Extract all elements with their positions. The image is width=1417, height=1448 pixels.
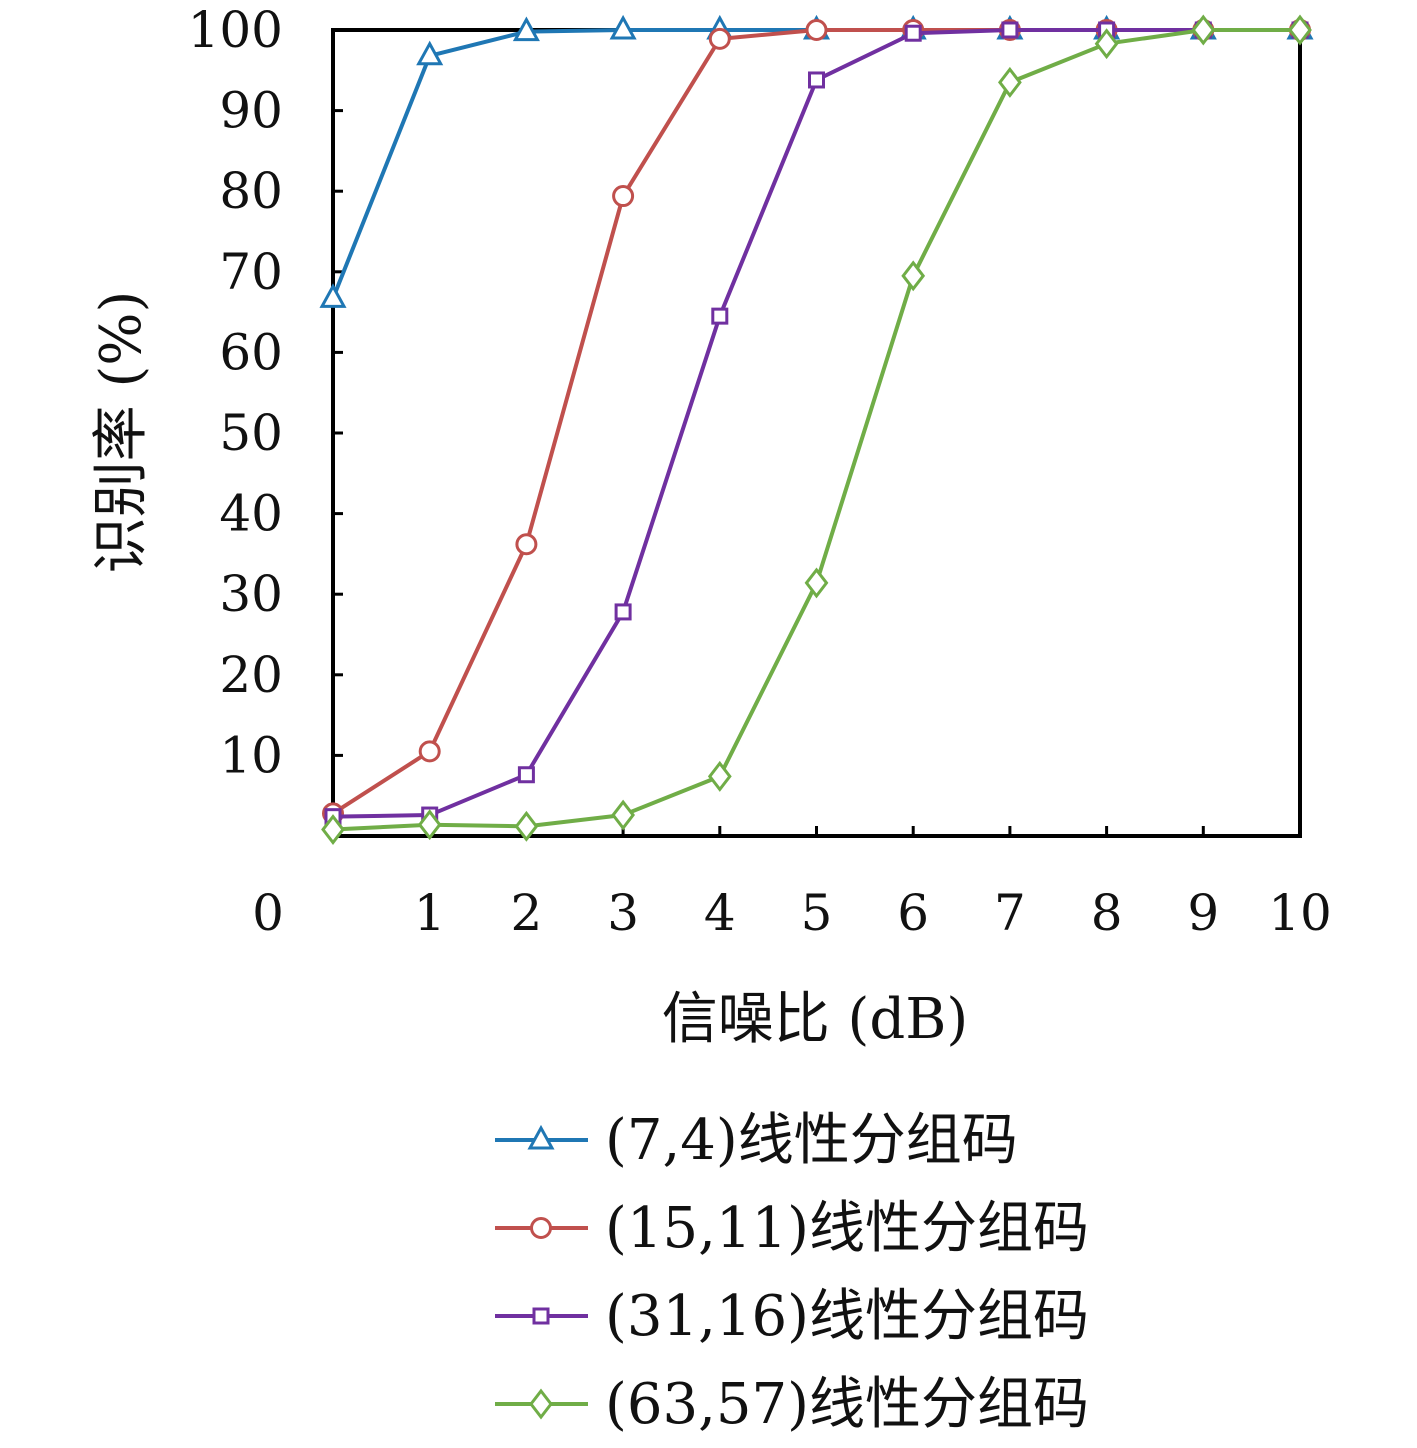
y-tick-label: 50 <box>219 404 283 462</box>
x-tick-label: 1 <box>414 884 446 942</box>
data-point <box>1191 14 1216 46</box>
x-tick-label: 3 <box>607 884 639 942</box>
data-point <box>515 533 538 556</box>
plot-area <box>331 28 1302 838</box>
y-tick-label: 70 <box>219 243 283 301</box>
y-axis-title: 识别率 (%) <box>89 291 154 574</box>
data-point <box>707 760 732 792</box>
series-group <box>319 14 1314 308</box>
series-line <box>331 28 1300 300</box>
legend: (7,4)线性分组码 (15,11)线性分组码 (31,16)线性分组码 (63,57… <box>495 1108 1089 1437</box>
data-point <box>998 66 1022 98</box>
x-tick-label: 5 <box>801 884 833 942</box>
legend-swatch-marker <box>530 1217 552 1239</box>
data-point <box>517 766 535 784</box>
series-layer <box>319 14 1314 846</box>
y-tick-label: 20 <box>219 646 283 704</box>
y-tick-label: 90 <box>219 82 283 140</box>
data-point <box>708 27 731 50</box>
data-point <box>711 307 729 325</box>
data-point <box>609 14 637 40</box>
legend-entry: (7,4)线性分组码 <box>495 1108 1018 1173</box>
legend-label: (15,11)线性分组码 <box>605 1196 1089 1261</box>
data-point <box>614 603 632 621</box>
data-point <box>514 810 539 842</box>
y-axis-ticks: 10 20 30 40 50 60 70 80 90 100 <box>188 1 343 784</box>
data-point <box>319 283 347 308</box>
y-tick-label: 40 <box>219 485 283 543</box>
x-tick-label: 4 <box>704 884 736 942</box>
series-line <box>332 28 1300 819</box>
series-group <box>321 14 1312 846</box>
x-tick-label: 7 <box>994 884 1026 942</box>
data-point <box>321 814 345 846</box>
y-tick-label: 100 <box>188 1 283 59</box>
data-point <box>1001 21 1019 39</box>
y-tick-label: 10 <box>219 726 283 784</box>
data-point <box>1288 14 1312 46</box>
y-tick-label: 80 <box>219 162 283 220</box>
legend-label: (31,16)线性分组码 <box>605 1284 1089 1349</box>
legend-label: (63,57)线性分组码 <box>605 1372 1089 1437</box>
x-axis-ticks: 0 1 2 3 4 5 6 7 8 9 10 <box>252 826 1332 942</box>
x-tick-label: 9 <box>1187 884 1219 942</box>
data-point <box>512 16 540 42</box>
series-line <box>332 28 1300 832</box>
data-point <box>611 799 635 831</box>
data-point <box>804 567 829 599</box>
data-point <box>612 185 635 208</box>
x-axis-title: 信噪比 (dB) <box>662 987 969 1052</box>
legend-entry: (15,11)线性分组码 <box>495 1196 1089 1261</box>
plot-border <box>331 28 1302 838</box>
x-tick-label: 10 <box>1268 884 1332 942</box>
data-point <box>808 71 825 89</box>
x-tick-label: 2 <box>510 884 542 942</box>
data-point <box>901 260 926 292</box>
x-tick-label: 0 <box>252 884 284 942</box>
x-tick-label: 8 <box>1091 884 1123 942</box>
legend-swatch-marker <box>529 1388 553 1420</box>
data-point <box>416 40 444 66</box>
data-point <box>904 24 922 42</box>
legend-swatch-marker <box>527 1124 555 1150</box>
y-tick-label: 60 <box>219 323 283 381</box>
series-group <box>324 21 1309 826</box>
series-line <box>331 28 1300 816</box>
legend-label: (7,4)线性分组码 <box>605 1108 1018 1173</box>
series-group <box>322 19 1311 825</box>
data-point <box>417 809 442 841</box>
legend-entry: (63,57)线性分组码 <box>495 1372 1089 1437</box>
data-point <box>418 740 441 763</box>
data-point <box>805 19 828 41</box>
y-tick-label: 30 <box>219 565 283 623</box>
legend-entry: (31,16)线性分组码 <box>495 1284 1089 1349</box>
x-tick-label: 6 <box>897 884 929 942</box>
data-point <box>1094 28 1119 60</box>
legend-swatch-marker <box>532 1307 550 1325</box>
